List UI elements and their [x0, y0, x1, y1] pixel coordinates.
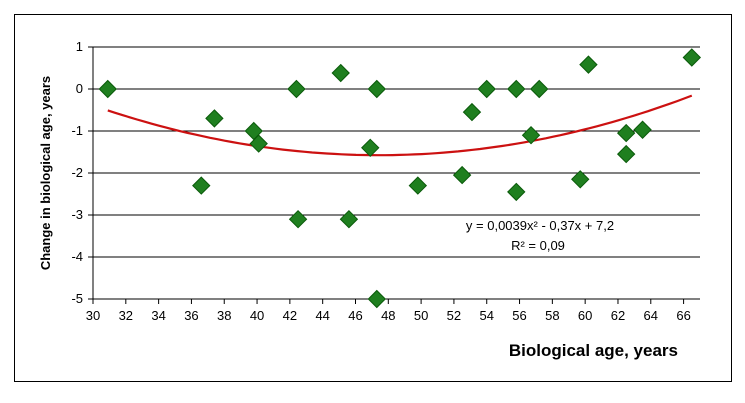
- trendline-layer: [107, 94, 693, 157]
- data-point: [205, 109, 224, 128]
- data-point: [287, 79, 306, 99]
- data-point: [452, 165, 472, 185]
- grid-lines: [93, 46, 700, 258]
- x-tick-label: 40: [250, 308, 264, 323]
- data-point: [367, 79, 387, 99]
- trendline-r-squared: R² = 0,09: [511, 238, 565, 253]
- y-tick-label: 1: [76, 39, 83, 54]
- data-point: [616, 123, 636, 143]
- x-tick-label: 54: [479, 308, 493, 323]
- data-point: [579, 55, 598, 74]
- data-point: [408, 176, 428, 195]
- data-point: [616, 144, 636, 164]
- x-tick-label: 60: [578, 308, 592, 323]
- data-point: [633, 120, 652, 139]
- data-point: [530, 79, 549, 99]
- data-point: [192, 176, 211, 195]
- y-tick-label: -1: [71, 123, 83, 138]
- y-tick-label: -5: [71, 291, 83, 306]
- y-tick-label: -3: [71, 207, 83, 222]
- chart-frame: 1 0 -1 -2 -3 -4 -5 30 32 34 36 38 40 42 44 46 48 50 52 54 56…: [14, 14, 732, 382]
- x-tick-label: 38: [217, 308, 231, 323]
- x-tick-label: 32: [119, 308, 133, 323]
- x-tick-label: 44: [315, 308, 329, 323]
- x-tick-label: 66: [676, 308, 690, 323]
- x-tick-label: 46: [348, 308, 362, 323]
- x-tick-label: 34: [151, 308, 165, 323]
- x-tick-label: 48: [381, 308, 395, 323]
- x-tick-label: 42: [283, 308, 297, 323]
- x-tick-label: 56: [512, 308, 526, 323]
- y-tick-label: -2: [71, 165, 83, 180]
- trendline: [107, 94, 693, 157]
- data-point: [331, 63, 350, 83]
- x-tick-label: 64: [644, 308, 658, 323]
- y-axis-title: Change in biological age, years: [38, 76, 53, 270]
- data-point: [288, 209, 308, 229]
- scatter-chart: 1 0 -1 -2 -3 -4 -530 32 34 36 38 40 42 44 46 48 50 52 54 56…: [38, 39, 702, 360]
- data-point: [521, 125, 541, 145]
- x-tick-label: 58: [545, 308, 559, 323]
- axes: 1 0 -1 -2 -3 -4 -530 32 34 36 38 40 42 44 46 48 50 52 54 56…: [71, 39, 700, 323]
- y-tick-label: 0: [76, 81, 83, 96]
- data-point: [367, 289, 387, 309]
- data-point: [571, 170, 590, 189]
- trendline-equation: y = 0,0039x² - 0,37x + 7,2: [466, 218, 614, 233]
- data-point: [682, 48, 702, 67]
- data-point: [361, 138, 380, 158]
- x-tick-label: 52: [447, 308, 461, 323]
- x-tick-label: 62: [611, 308, 625, 323]
- data-point: [98, 79, 117, 99]
- data-point: [339, 209, 359, 229]
- data-points: [98, 48, 702, 309]
- x-tick-label: 30: [86, 308, 100, 323]
- data-point: [507, 182, 526, 202]
- data-point: [249, 134, 268, 153]
- data-point: [477, 79, 496, 99]
- x-axis-title: Biological age, years: [509, 341, 678, 360]
- x-tick-label: 50: [414, 308, 428, 323]
- y-tick-label: -4: [71, 249, 83, 264]
- x-tick-label: 36: [184, 308, 198, 323]
- data-point: [507, 79, 526, 99]
- data-point: [462, 102, 482, 122]
